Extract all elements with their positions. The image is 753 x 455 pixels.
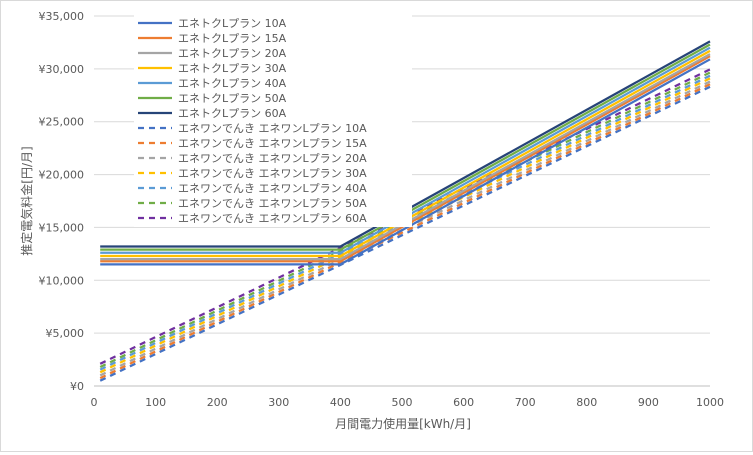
legend-label: エネワンでんき エネワンLプラン 20A	[178, 152, 367, 165]
x-tick-label: 600	[453, 396, 474, 409]
series-line	[99, 68, 711, 365]
x-tick-label: 500	[392, 396, 413, 409]
series-line	[100, 55, 711, 263]
series-line	[99, 77, 711, 374]
x-tick-label: 1000	[696, 396, 724, 409]
y-tick-label: ¥30,000	[39, 63, 85, 76]
series-lines	[99, 40, 711, 382]
x-tick-label: 300	[268, 396, 289, 409]
x-axis-ticks: 0 100 200 300 400 500 600 700 800 900 1000	[91, 396, 725, 409]
legend-label: エネワンでんき エネワンLプラン 30A	[178, 167, 367, 180]
y-tick-label: ¥5,000	[46, 327, 85, 340]
x-axis-label: 月間電力使用量[kWh/月]	[335, 416, 471, 431]
y-axis-label: 推定電気料金[円/月]	[19, 146, 34, 255]
series-line	[100, 43, 711, 251]
x-tick-label: 200	[207, 396, 228, 409]
legend-label: エネワンでんき エネワンLプラン 50A	[178, 197, 367, 210]
series-line	[100, 58, 711, 266]
x-tick-label: 0	[91, 396, 98, 409]
series-line	[100, 49, 711, 258]
legend-label: エネワンでんき エネワンLプラン 60A	[178, 212, 367, 225]
legend-label: エネトクLプラン 30A	[178, 62, 287, 75]
x-tick-label: 400	[330, 396, 351, 409]
y-axis-ticks: ¥0 ¥5,000 ¥10,000 ¥15,000 ¥20,000 ¥25,000 ¥30,…	[39, 10, 85, 393]
legend-label: エネワンでんき エネワンLプラン 10A	[178, 122, 367, 135]
legend-label: エネトクLプラン 50A	[178, 92, 287, 105]
legend-label: エネトクLプラン 20A	[178, 47, 287, 60]
x-tick-label: 800	[576, 396, 597, 409]
series-line	[100, 53, 711, 261]
series-line	[99, 74, 711, 371]
y-tick-label: ¥15,000	[39, 221, 85, 234]
series-line	[99, 85, 711, 382]
legend-label: エネトクLプラン 40A	[178, 77, 287, 90]
x-tick-label: 900	[638, 396, 659, 409]
y-tick-label: ¥35,000	[39, 10, 85, 23]
y-tick-label: ¥10,000	[39, 274, 85, 287]
series-line	[100, 40, 711, 248]
series-line	[99, 83, 711, 380]
y-tick-label: ¥0	[70, 380, 84, 393]
series-line	[99, 71, 711, 369]
legend-label: エネワンでんき エネワンLプラン 15A	[178, 137, 367, 150]
y-tick-label: ¥25,000	[39, 116, 85, 129]
legend-label: エネワンでんき エネワンLプラン 40A	[178, 182, 367, 195]
legend-background	[134, 15, 412, 227]
x-tick-label: 100	[145, 396, 166, 409]
x-tick-label: 700	[515, 396, 536, 409]
legend-label: エネトクLプラン 60A	[178, 107, 287, 120]
legend-label: エネトクLプラン 15A	[178, 32, 287, 45]
series-line	[100, 46, 711, 254]
series-line	[99, 80, 711, 377]
legend-label: エネトクLプラン 10A	[178, 17, 287, 30]
y-tick-label: ¥20,000	[39, 169, 85, 182]
legend: エネトクLプラン 10A エネトクLプラン 15A エネトクLプラン 20A エネトク…	[138, 17, 367, 225]
